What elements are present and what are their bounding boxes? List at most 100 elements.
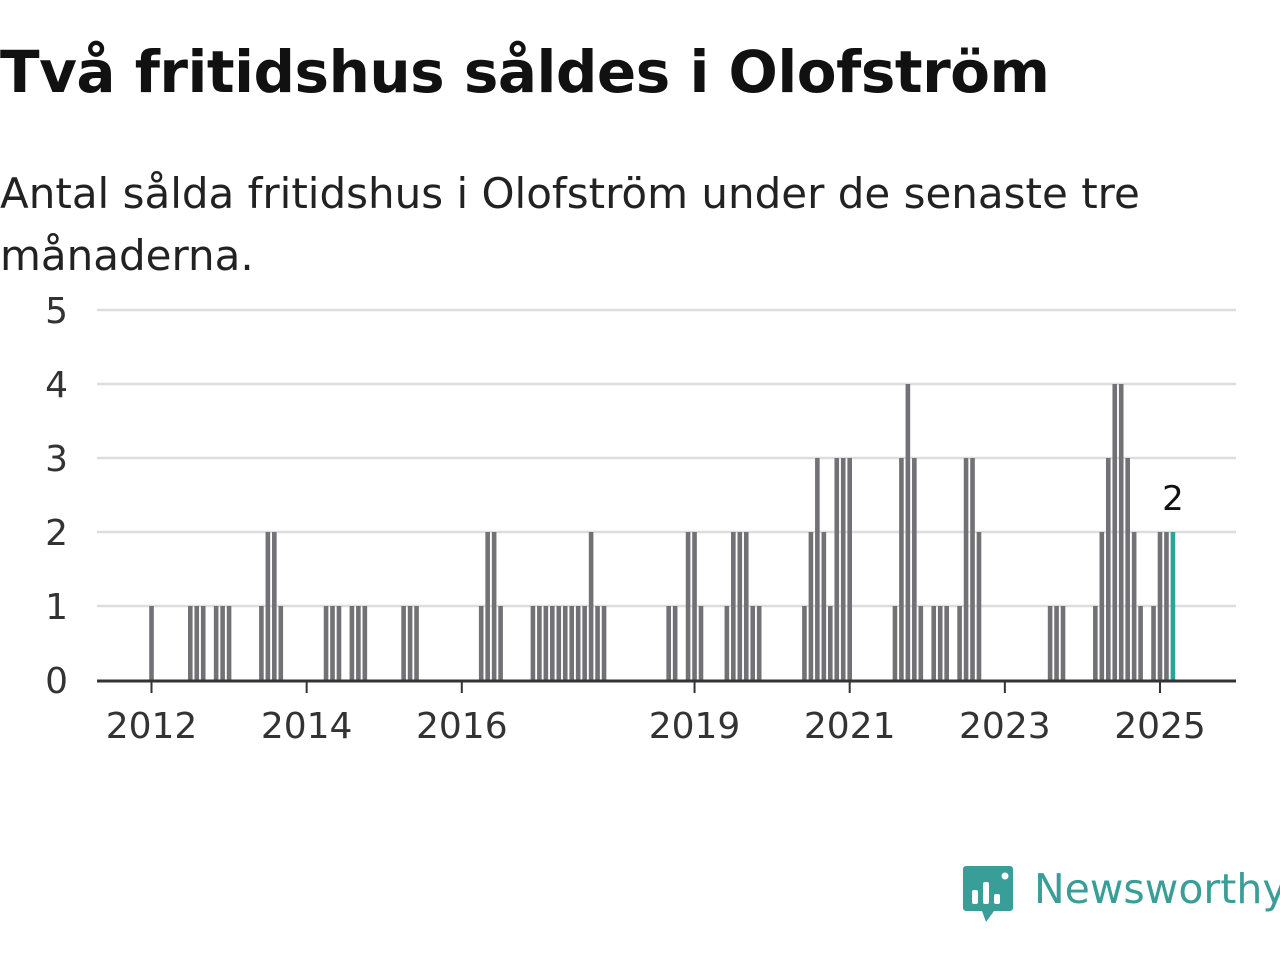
bar	[259, 606, 264, 680]
bar	[1060, 606, 1066, 680]
bar	[899, 458, 904, 680]
bar	[595, 606, 600, 680]
bar	[892, 606, 898, 680]
x-tick-label: 2019	[649, 706, 741, 747]
bar	[963, 458, 969, 680]
bar	[213, 606, 219, 680]
bar	[1164, 532, 1169, 680]
bar	[912, 458, 917, 680]
bar	[543, 606, 549, 680]
gridlines	[97, 308, 1236, 608]
bar	[349, 606, 355, 680]
x-tick-label: 2016	[416, 706, 508, 747]
bar	[356, 606, 361, 680]
y-tick-label: 5	[45, 291, 68, 332]
bar	[970, 458, 975, 680]
bar	[1112, 384, 1118, 680]
bar	[840, 458, 846, 680]
bar	[1151, 606, 1156, 680]
bar	[401, 606, 406, 680]
bar	[575, 606, 581, 680]
bar	[750, 606, 756, 680]
bar	[200, 606, 206, 680]
bar	[1157, 532, 1163, 680]
bar	[731, 532, 736, 680]
bar	[743, 532, 749, 680]
bar	[976, 532, 982, 680]
bar	[944, 606, 949, 680]
bar	[827, 606, 833, 680]
bar	[692, 532, 697, 680]
y-axis-labels: 0 1 2 3 4 5	[45, 291, 68, 702]
bar	[530, 606, 536, 680]
bar	[1131, 532, 1137, 680]
bar	[672, 606, 678, 680]
bar	[601, 606, 607, 680]
bar	[808, 532, 814, 680]
bar	[582, 606, 587, 680]
bar	[478, 606, 484, 680]
bars	[149, 384, 1176, 680]
x-tick-label: 2014	[261, 706, 353, 747]
bar	[278, 606, 284, 680]
bar	[821, 532, 827, 680]
bar	[685, 532, 691, 680]
bar	[569, 606, 575, 680]
bar	[537, 606, 542, 680]
bar	[588, 532, 594, 680]
x-tick-label: 2023	[959, 706, 1051, 747]
bar	[149, 606, 154, 680]
bar	[498, 606, 503, 680]
bar	[491, 532, 497, 680]
bar	[1047, 606, 1053, 680]
bar	[937, 606, 943, 680]
bar	[1118, 384, 1124, 680]
x-tick-label: 2012	[106, 706, 198, 747]
bar	[931, 606, 937, 680]
bar	[330, 606, 335, 680]
newsworthy-logo-icon	[963, 866, 1013, 922]
brand-name: Newsworthy	[1034, 865, 1280, 913]
bar	[905, 384, 911, 680]
bar	[272, 532, 277, 680]
bar	[666, 606, 671, 680]
bar	[562, 606, 568, 680]
chart-title: Två fritidshus såldes i Olofström	[0, 38, 1050, 106]
bar	[485, 532, 490, 680]
annotations: 2	[1162, 479, 1184, 519]
bar	[1099, 532, 1105, 680]
y-tick-label: 4	[45, 365, 68, 406]
bar	[187, 606, 193, 680]
x-tick-label: 2021	[804, 706, 896, 747]
x-tick-label: 2025	[1114, 706, 1206, 747]
bar	[737, 532, 743, 680]
y-tick-label: 3	[45, 439, 68, 480]
bar	[407, 606, 413, 680]
bar-chart: 0 1 2 3 4 5 2012 2014 2016 2019 2021 2023 2025 2	[45, 291, 1236, 747]
bar	[802, 606, 807, 680]
bar	[1054, 606, 1059, 680]
chart-subtitle: Antal sålda fritidshus i Olofström under…	[0, 169, 1140, 280]
y-tick-label: 1	[45, 587, 68, 628]
bar	[414, 606, 419, 680]
bar	[362, 606, 368, 680]
bar	[1138, 606, 1143, 680]
bar	[834, 458, 840, 680]
bar	[1093, 606, 1098, 680]
bar	[550, 606, 555, 680]
bar	[226, 606, 232, 680]
bar	[1105, 458, 1111, 680]
bar	[918, 606, 924, 680]
bar	[265, 532, 271, 680]
y-tick-label: 2	[45, 513, 68, 554]
bar	[194, 606, 200, 680]
bar	[847, 458, 852, 680]
bar	[756, 606, 762, 680]
bar	[957, 606, 962, 680]
latest-value-label: 2	[1162, 479, 1184, 519]
bar	[698, 606, 704, 680]
bar	[556, 606, 562, 680]
bar	[220, 606, 225, 680]
bar-latest	[1170, 532, 1176, 680]
bar	[336, 606, 342, 680]
